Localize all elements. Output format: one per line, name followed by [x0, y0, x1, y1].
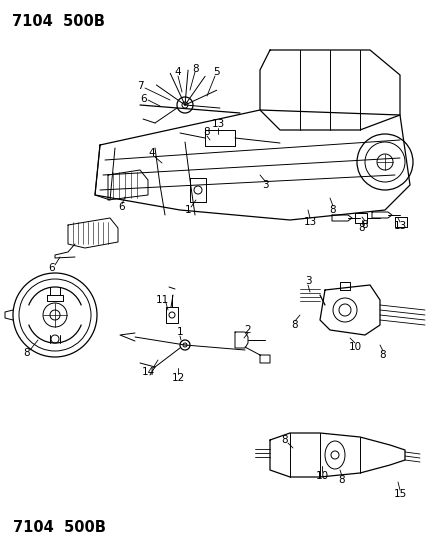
Text: 8: 8 — [292, 320, 298, 330]
Text: 3: 3 — [305, 276, 311, 286]
Text: 13: 13 — [211, 119, 225, 129]
Text: 8: 8 — [330, 205, 336, 215]
Text: 8: 8 — [359, 223, 366, 233]
Text: 8: 8 — [204, 127, 210, 137]
Text: 13: 13 — [393, 221, 407, 231]
Text: 8: 8 — [362, 220, 369, 230]
Text: 7104  500B: 7104 500B — [12, 14, 105, 29]
Text: 4: 4 — [149, 148, 155, 158]
Text: 10: 10 — [348, 342, 362, 352]
Text: 8: 8 — [24, 348, 30, 358]
Text: 4: 4 — [175, 67, 181, 77]
Text: 6: 6 — [49, 263, 55, 273]
Text: 8: 8 — [339, 475, 345, 485]
Text: 11: 11 — [155, 295, 169, 305]
Text: 7104  500B: 7104 500B — [13, 520, 106, 533]
Text: 8: 8 — [380, 350, 386, 360]
Text: 5: 5 — [214, 67, 220, 77]
Text: 8: 8 — [193, 64, 199, 74]
Text: 14: 14 — [141, 367, 155, 377]
Text: 15: 15 — [393, 489, 407, 499]
Text: 2: 2 — [245, 325, 251, 335]
Text: 10: 10 — [315, 471, 329, 481]
Text: 1: 1 — [185, 205, 191, 215]
Text: 7: 7 — [137, 81, 143, 91]
Text: 6: 6 — [119, 202, 125, 212]
Text: 3: 3 — [262, 180, 268, 190]
Text: 6: 6 — [141, 94, 147, 104]
Text: 8: 8 — [282, 435, 288, 445]
Text: 12: 12 — [171, 373, 184, 383]
Text: 13: 13 — [303, 217, 317, 227]
Text: 1: 1 — [177, 327, 183, 337]
